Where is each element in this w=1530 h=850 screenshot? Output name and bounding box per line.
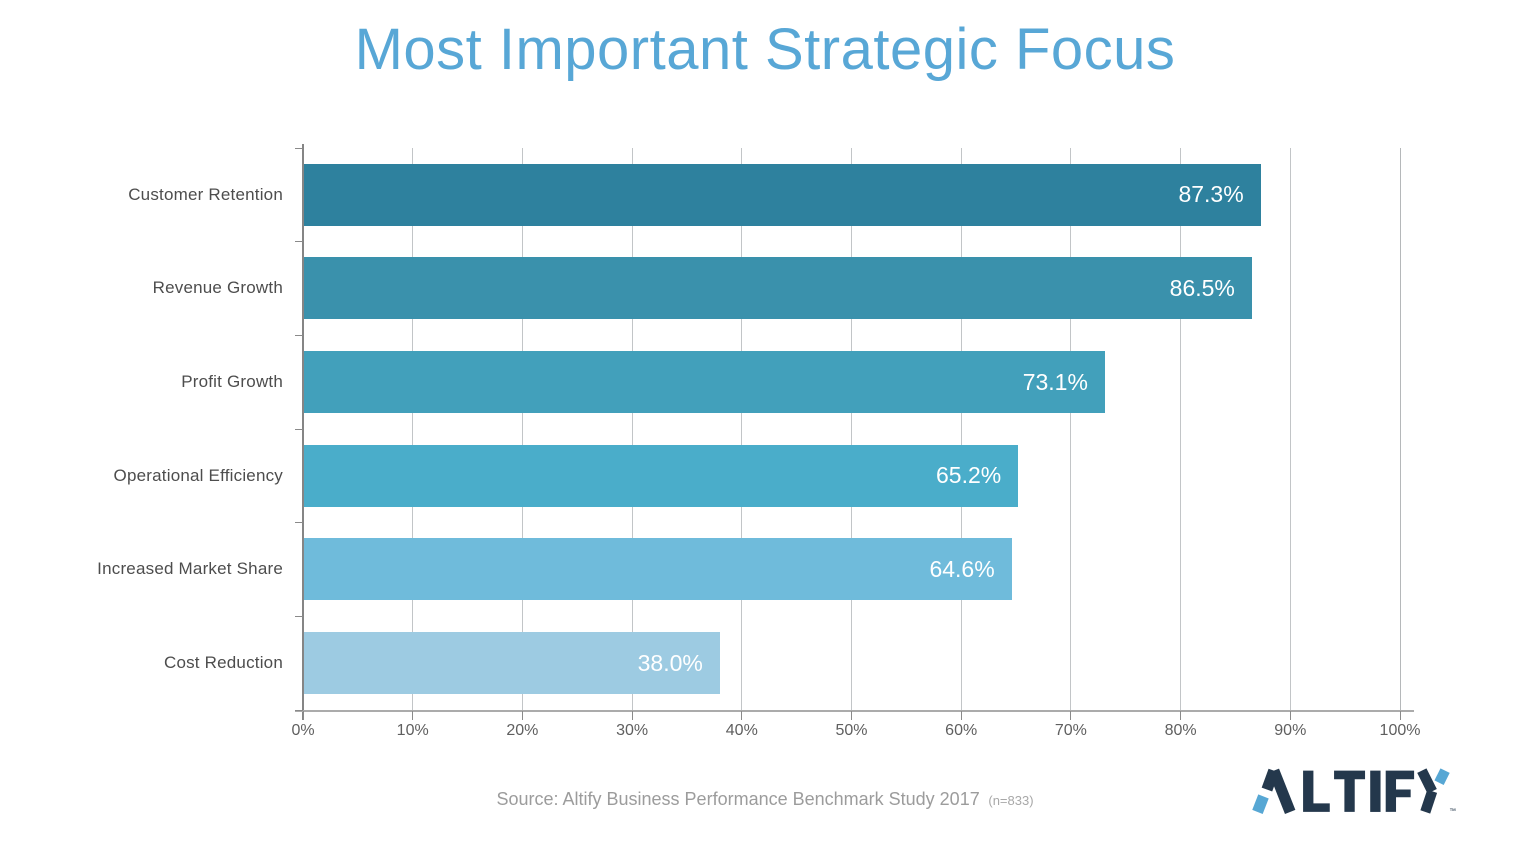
altify-logo-letter-l [1303, 770, 1330, 812]
gridline [851, 148, 852, 710]
bar-value-label: 87.3% [1178, 181, 1244, 208]
bar-row: 64.6% [303, 523, 1400, 617]
x-tick-label: 50% [835, 722, 868, 739]
bar-row: 73.1% [303, 335, 1400, 429]
x-axis-tick [412, 711, 414, 720]
gridline [631, 148, 633, 710]
altify-logo-letter-a [1252, 768, 1296, 814]
x-tick-label: 40% [725, 722, 758, 739]
x-tick-label: 70% [1054, 722, 1087, 739]
altify-logo-letter-t [1334, 770, 1366, 812]
bar-value-label: 64.6% [929, 555, 995, 582]
bar-value-label: 38.0% [637, 649, 703, 676]
category-label: Cost Reduction [163, 653, 283, 673]
gridline [1180, 148, 1182, 710]
altify-trademark: ™ [1449, 808, 1456, 815]
x-axis-tick [1399, 711, 1401, 720]
x-axis-tick [851, 711, 852, 720]
x-tick-label: 30% [616, 722, 649, 739]
bar-cost-reduction: 38.0% [303, 632, 720, 695]
bar-operational-efficiency: 65.2% [303, 444, 1019, 507]
x-axis-tick [631, 711, 633, 720]
category-label: Increased Market Share [97, 559, 283, 579]
gridline [741, 148, 743, 710]
category-label: Customer Retention [128, 184, 283, 204]
source-sample-size: (n=833) [988, 793, 1034, 808]
x-tick-label: 90% [1274, 722, 1307, 739]
bar-value-label: 73.1% [1022, 368, 1088, 395]
x-axis-tick-labels: 0% 10% 20% 30% 40% 50% 60% 70% 80% 90% 100% [291, 722, 1420, 746]
y-axis-line [302, 144, 304, 720]
chart-title: Most Important Strategic Focus [354, 17, 1176, 82]
gridline [521, 148, 523, 710]
altify-logo-letter-i [1370, 770, 1381, 812]
y-axis-tick [295, 334, 303, 336]
gridline [1399, 148, 1401, 710]
x-tick-label: 20% [506, 722, 539, 739]
bar-increased-market-share: 64.6% [303, 538, 1012, 601]
x-axis-tick [1070, 711, 1072, 720]
gridline [1289, 148, 1291, 710]
category-label: Operational Efficiency [113, 465, 283, 485]
bar-customer-retention: 87.3% [303, 163, 1261, 226]
x-axis-tick [1180, 711, 1182, 720]
category-label: Profit Growth [181, 372, 283, 392]
bar-profit-growth: 73.1% [303, 351, 1105, 414]
bar-row: 38.0% [303, 616, 1400, 710]
y-axis-tick [295, 709, 303, 711]
y-axis-tick [295, 522, 303, 524]
y-axis-tick [295, 428, 303, 430]
bar-revenue-growth: 86.5% [303, 257, 1252, 320]
y-axis-tick [295, 615, 303, 617]
category-label: Revenue Growth [152, 278, 283, 298]
plot-area: 87.3% 86.5% 73.1% 65.2% 64.6% 38.0% [295, 144, 1414, 720]
y-axis-tick [295, 241, 303, 243]
bar-row: 86.5% [303, 242, 1400, 336]
gridline [412, 148, 414, 710]
bar-value-label: 86.5% [1169, 274, 1235, 301]
x-axis-tick [302, 711, 304, 720]
source-text: Source: Altify Business Performance Benc… [496, 789, 980, 809]
bar-value-label: 65.2% [936, 462, 1002, 489]
y-axis-tick [295, 147, 303, 149]
source-note: Source: Altify Business Performance Benc… [0, 789, 1530, 810]
x-axis-tick [1289, 711, 1291, 720]
x-axis-tick [521, 711, 523, 720]
category-axis-labels: Customer Retention Revenue Growth Profit G… [0, 148, 283, 710]
x-tick-label: 80% [1164, 722, 1197, 739]
gridline [1070, 148, 1072, 710]
altify-logo: ™ [1248, 763, 1458, 823]
bar-row: 87.3% [303, 148, 1400, 242]
gridline [960, 148, 962, 710]
x-tick-label: 60% [945, 722, 978, 739]
x-tick-label: 100% [1379, 722, 1421, 739]
altify-logo-letter-f [1385, 770, 1415, 812]
x-axis-line [295, 710, 1414, 712]
x-tick-label: 0% [291, 722, 315, 739]
x-tick-label: 10% [396, 722, 429, 739]
bar-row: 65.2% [303, 429, 1400, 523]
x-axis-tick [960, 711, 962, 720]
altify-logo-letter-y [1417, 768, 1450, 814]
x-axis-tick [741, 711, 743, 720]
